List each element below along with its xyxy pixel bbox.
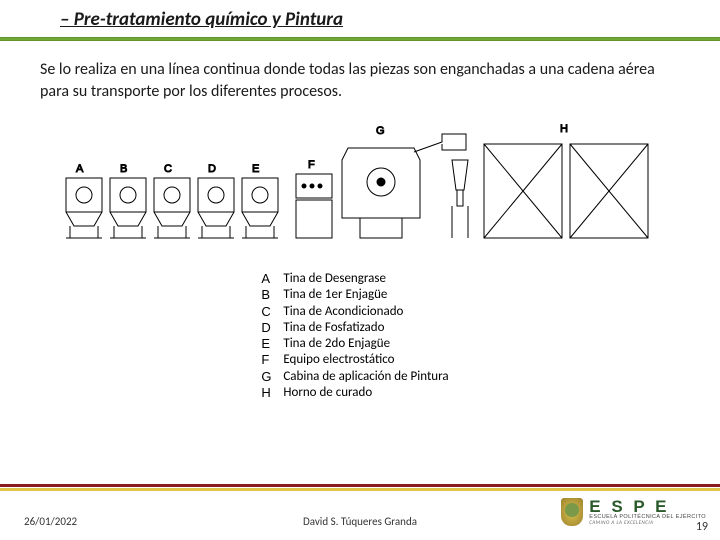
logo-tagline: CAMINO A LA EXCELENCIA: [589, 521, 706, 526]
logo-acronym: E S P E: [589, 498, 706, 515]
legend-key: D: [261, 320, 283, 336]
espe-logo: E S P E ESCUELA POLITÉCNICA DEL EJÉRCITO…: [561, 498, 706, 526]
legend-desc: Tina de Acondicionado: [283, 304, 458, 320]
legend-key: E: [261, 336, 283, 352]
diagram-label-c: C: [164, 163, 172, 175]
legend-key: G: [261, 369, 283, 385]
legend-key: B: [261, 287, 283, 303]
diagram-label-g: G: [376, 125, 385, 137]
legend-key: A: [261, 271, 283, 287]
body-paragraph: Se lo realiza en una línea continua dond…: [0, 41, 720, 112]
legend-desc: Tina de Desengrase: [283, 271, 458, 287]
diagram-label-a: A: [76, 163, 84, 175]
page-number: 19: [696, 520, 708, 534]
footer-author: David S. Túqueres Granda: [303, 515, 417, 528]
legend-desc: Cabina de aplicación de Pintura: [283, 369, 458, 385]
diagram-label-b: B: [120, 163, 127, 175]
diagram-label-h: H: [560, 123, 568, 135]
shield-icon: [561, 498, 583, 526]
diagram-label-d: D: [208, 163, 216, 175]
slide-footer: 26/01/2022 David S. Túqueres Granda E S …: [0, 484, 720, 540]
legend-key: F: [261, 352, 283, 368]
legend-desc: Tina de 2do Enjagüe: [283, 336, 458, 352]
process-diagram: A B C: [60, 120, 660, 265]
legend-desc: Equipo electrostático: [283, 352, 458, 368]
diagram-label-e: E: [252, 163, 259, 175]
legend-desc: Tina de Fosfatizado: [283, 320, 458, 336]
legend-table: ATina de Desengrase BTina de 1er Enjagüe…: [261, 271, 458, 401]
legend-key: C: [261, 304, 283, 320]
slide-title: – Pre-tratamiento químico y Pintura: [0, 0, 720, 35]
footer-line-red: [0, 484, 720, 487]
legend-desc: Horno de curado: [283, 385, 458, 401]
legend-desc: Tina de 1er Enjagüe: [283, 287, 458, 303]
diagram-label-f: F: [308, 159, 315, 171]
legend-key: H: [261, 385, 283, 401]
footer-date: 26/01/2022: [24, 515, 77, 528]
footer-line-yellow: [0, 488, 720, 491]
